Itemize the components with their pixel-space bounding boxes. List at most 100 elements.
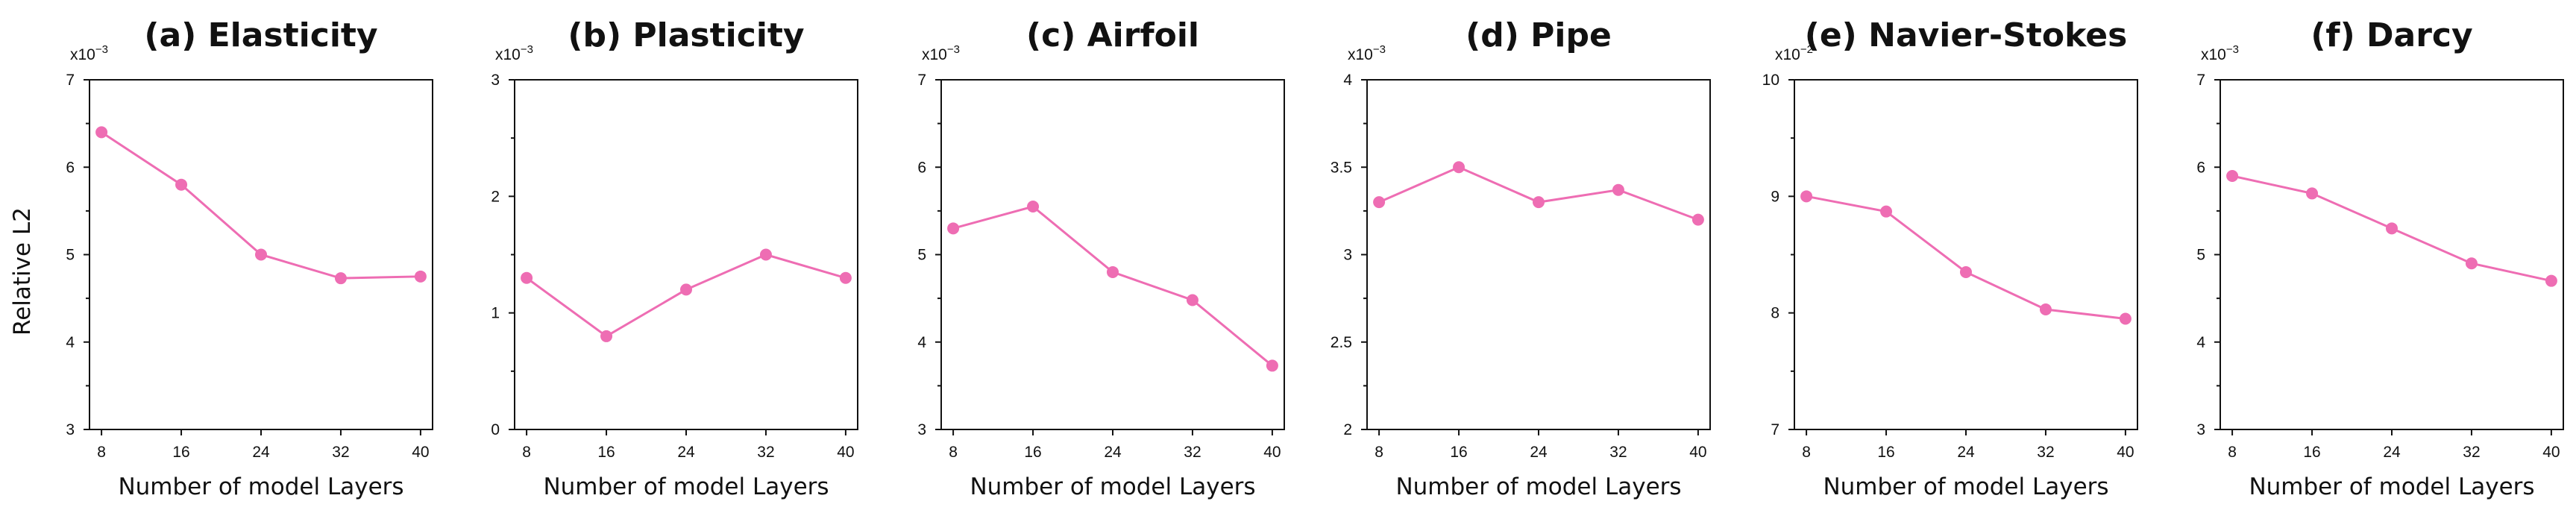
data-point [1960, 265, 1972, 278]
data-point [1027, 201, 1040, 213]
chart-panel-1: (a) Elasticity x10−3 3 4 5 6 7 8 16 24 32 40 Number … [66, 16, 433, 500]
y-tick-label: 3 [491, 72, 500, 89]
y-tick-label: 3 [66, 421, 75, 438]
y-tick-label: 9 [1771, 188, 1779, 205]
data-point [947, 222, 960, 235]
x-tick-label: 40 [2117, 444, 2134, 461]
y-axis-multiplier: x10−3 [70, 43, 108, 63]
chart-title: (c) Airfoil [1026, 16, 1199, 54]
chart-panel-2: (b) Plasticity x10−3 0 1 2 3 8 16 24 32 40 Number o… [491, 16, 858, 500]
multiplier-base: x10 [1775, 46, 1800, 63]
data-point [2465, 257, 2478, 270]
x-tick-label: 40 [2542, 444, 2560, 461]
x-axis-label: Number of model Layers [118, 473, 403, 500]
multiplier-base: x10 [70, 46, 95, 63]
x-tick-label: 16 [1450, 444, 1467, 461]
x-tick-label: 40 [412, 444, 429, 461]
x-axis-label: Number of model Layers [1823, 473, 2108, 500]
chart-panel-3: (c) Airfoil x10−3 3 4 5 6 7 8 16 24 32 40 Number of … [917, 16, 1285, 500]
data-point [1533, 196, 1545, 209]
y-tick-label: 2 [491, 188, 500, 205]
plot-frame [2220, 79, 2564, 430]
chart-title: (f) Darcy [2310, 16, 2472, 54]
data-point [1612, 183, 1624, 196]
x-tick-label: 40 [1689, 444, 1706, 461]
x-tick-label: 32 [2463, 444, 2480, 461]
data-point [2039, 303, 2052, 315]
x-tick-label: 24 [1104, 444, 1122, 461]
y-axis-multiplier: x10−3 [922, 43, 960, 63]
x-tick-label: 8 [2228, 444, 2237, 461]
data-point [600, 330, 613, 342]
y-tick-label: 5 [66, 247, 75, 264]
y-tick-label: 4 [1343, 72, 1352, 89]
plot-frame [940, 79, 1285, 430]
y-tick-label: 7 [917, 72, 926, 89]
y-tick-label: 0 [491, 421, 500, 438]
multiplier-base: x10 [2201, 46, 2226, 63]
y-tick-label: 7 [1771, 421, 1779, 438]
data-point [414, 270, 427, 283]
y-tick-label: 4 [917, 334, 926, 351]
x-tick-label: 32 [757, 444, 774, 461]
y-tick-label: 6 [917, 159, 926, 176]
x-tick-label: 40 [1263, 444, 1281, 461]
x-tick-label: 16 [1024, 444, 1041, 461]
x-tick-label: 32 [1609, 444, 1627, 461]
data-point [759, 248, 772, 261]
x-tick-label: 24 [1957, 444, 1975, 461]
data-point [1266, 359, 1278, 372]
x-axis-label: Number of model Layers [970, 473, 1255, 500]
x-tick-label: 32 [2037, 444, 2054, 461]
y-tick-label: 8 [1771, 305, 1779, 322]
multiplier-exponent: −3 [947, 43, 960, 56]
chart-panel-4: (d) Pipe x10−3 2 2.5 3 3.5 4 8 16 24 32 40 Number of… [1331, 16, 1711, 500]
x-tick-label: 16 [1877, 444, 1894, 461]
data-point [2386, 222, 2398, 235]
y-tick-label: 6 [66, 159, 75, 176]
data-point [1107, 265, 1119, 278]
shared-y-axis-label: Relative L2 [9, 207, 36, 336]
y-tick-label: 10 [1762, 72, 1779, 89]
data-point [2226, 169, 2239, 182]
multiplier-base: x10 [922, 46, 947, 63]
y-tick-label: 3 [1343, 247, 1352, 264]
x-tick-label: 24 [2383, 444, 2401, 461]
x-tick-label: 8 [949, 444, 958, 461]
data-point [1186, 294, 1199, 306]
data-point [2119, 312, 2132, 325]
chart-title: (e) Navier-Stokes [1805, 16, 2128, 54]
y-tick-label: 5 [917, 247, 926, 264]
x-axis-label: Number of model Layers [543, 473, 829, 500]
data-point [521, 271, 533, 284]
x-tick-label: 16 [172, 444, 189, 461]
data-point [2306, 187, 2319, 200]
y-tick-label: 7 [66, 72, 75, 89]
data-point [175, 178, 188, 191]
x-tick-label: 16 [2303, 444, 2320, 461]
data-point [255, 248, 267, 261]
multiplier-exponent: −2 [1800, 43, 1813, 56]
x-tick-label: 32 [332, 444, 349, 461]
y-axis-multiplier: x10−3 [495, 43, 533, 63]
series-line [1806, 195, 2126, 320]
x-tick-label: 8 [97, 444, 106, 461]
data-point [839, 271, 852, 284]
x-tick-label: 24 [252, 444, 270, 461]
series-line [952, 205, 1273, 367]
x-tick-label: 8 [522, 444, 531, 461]
x-tick-label: 24 [1530, 444, 1548, 461]
y-tick-label: 3 [2196, 421, 2205, 438]
multiplier-exponent: −3 [1373, 43, 1386, 56]
y-tick-label: 3 [917, 421, 926, 438]
x-tick-label: 8 [1802, 444, 1811, 461]
data-point [1880, 205, 1893, 218]
data-point [1800, 190, 1813, 203]
y-axis-multiplier: x10−3 [2201, 43, 2239, 63]
y-tick-label: 4 [66, 334, 75, 351]
x-tick-label: 16 [597, 444, 615, 461]
plot-frame [514, 79, 858, 430]
multiplier-base: x10 [1348, 46, 1373, 63]
y-tick-label: 2.5 [1331, 334, 1352, 351]
